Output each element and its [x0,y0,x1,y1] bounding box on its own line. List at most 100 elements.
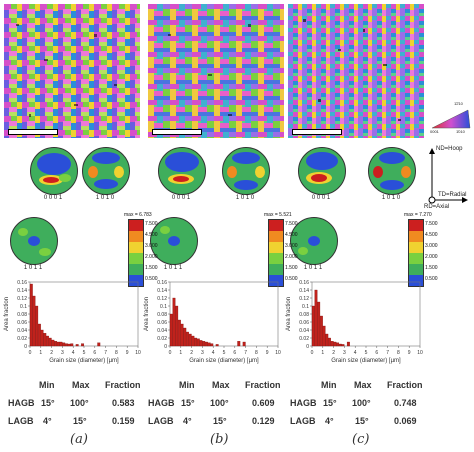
intensity-legend [128,219,144,287]
y-tick-label: 0.1 [302,304,309,310]
scale-bar [292,129,342,135]
y-tick-label: 0 [24,344,27,350]
x-tick-label: 0 [29,350,32,356]
x-tick-label: 9 [126,350,129,356]
histogram-bar [341,344,345,347]
histogram-bar [54,341,58,347]
pole-label-b-1011: 1 0 1 1 [163,265,183,271]
legend-level-label: 4.500 [145,232,158,238]
y-tick-label: 0.1 [20,304,27,310]
hagb-min: 15° [323,398,337,408]
x-axis-label: Grain size (diameter) [µm] [49,358,119,364]
y-tick-label: 0.02 [17,336,27,342]
x-tick-label: 3 [201,350,204,356]
histogram-bar [311,305,315,347]
histogram-bar [196,338,200,347]
lagb-min: 4° [183,416,192,426]
legend-swatch [269,275,283,286]
histogram-bar [70,343,74,347]
histogram-bar [242,341,246,347]
lagb-max: 15° [355,416,369,426]
y-tick-label: 0.14 [157,288,167,294]
row-label-hagb: HAGB [8,398,35,408]
legend-swatch [269,264,283,275]
legend-max-label: max = 6.783 [124,212,152,218]
legend-level-label: 2.000 [145,254,158,260]
x-tick-label: 0 [169,350,172,356]
pole-label-a-1011: 1 0 1 1 [23,265,43,271]
ebsd-map-b [148,4,284,138]
histogram-bar [330,341,334,347]
row-label-lagb: LAGB [8,416,34,426]
histogram-bar [172,297,176,347]
pole-label-a-1010: 1 0 1 0 [95,195,115,201]
y-tick-label: 0 [306,344,309,350]
x-axis-label: Grain size (diameter) [µm] [189,358,259,364]
legend-swatch [129,253,143,264]
legend-level-label: 3.000 [425,243,438,249]
histogram-bar [29,283,33,347]
lagb-max: 15° [213,416,227,426]
histogram-bar [97,342,101,347]
panel-caption: (a) [70,432,88,447]
histogram-bar [204,341,208,347]
x-tick-label: 1 [39,350,42,356]
histogram-bar [67,343,71,347]
lagb-fraction: 0.069 [394,416,417,426]
nd-label: ND=Hoop [436,146,463,152]
histogram-bar [64,343,68,347]
ebsd-map-a [4,4,140,138]
histogram-bar [177,319,181,347]
y-tick-label: 0.12 [157,296,167,302]
x-tick-label: 5 [83,350,86,356]
histogram-bar [322,325,326,347]
histogram-bar [346,341,350,347]
x-tick-label: 8 [397,350,400,356]
x-tick-label: 7 [386,350,389,356]
x-tick-label: 7 [244,350,247,356]
lagb-min: 4° [325,416,334,426]
legend-level-label: 7.500 [425,221,438,227]
y-tick-label: 0.12 [17,296,27,302]
y-tick-label: 0.04 [157,328,167,334]
legend-level-label: 7.500 [285,221,298,227]
table-header-min: Min [179,380,195,390]
histogram-bar [199,340,203,347]
x-tick-label: 7 [104,350,107,356]
histogram-bar [333,341,337,347]
panel-caption: (b) [210,432,229,447]
ebsd-map-c [288,4,424,138]
intensity-legend [268,219,284,287]
hagb-min: 15° [181,398,195,408]
legend-level-label: 3.000 [285,243,298,249]
legend-swatch [409,253,423,264]
histogram-bar [202,341,206,347]
hagb-max: 100° [352,398,371,408]
table-header-fraction: Fraction [245,380,281,390]
legend-swatch [129,242,143,253]
histogram-bar [314,289,318,347]
lagb-min: 4° [43,416,52,426]
hagb-max: 100° [210,398,229,408]
y-tick-label: 0.14 [299,288,309,294]
x-tick-label: 3 [61,350,64,356]
x-tick-label: 2 [50,350,53,356]
legend-swatch [409,275,423,286]
x-axis-label: Grain size (diameter) [µm] [331,358,401,364]
row-label-hagb: HAGB [290,398,317,408]
pole-label-a-0001: 0 0 0 1 [43,195,63,201]
histogram-bar [180,323,184,347]
y-tick-label: 0.12 [299,296,309,302]
histogram-bar [336,342,340,347]
pole-figure-1010-b [222,147,270,195]
legend-level-label: 7.500 [145,221,158,227]
x-tick-label: 10 [417,350,423,356]
histogram-bar [37,323,41,347]
legend-level-label: 2.000 [285,254,298,260]
x-tick-label: 6 [375,350,378,356]
row-label-hagb: HAGB [148,398,175,408]
x-tick-label: 6 [93,350,96,356]
legend-swatch [129,264,143,275]
y-tick-label: 0.02 [157,336,167,342]
hagb-min: 15° [41,398,55,408]
